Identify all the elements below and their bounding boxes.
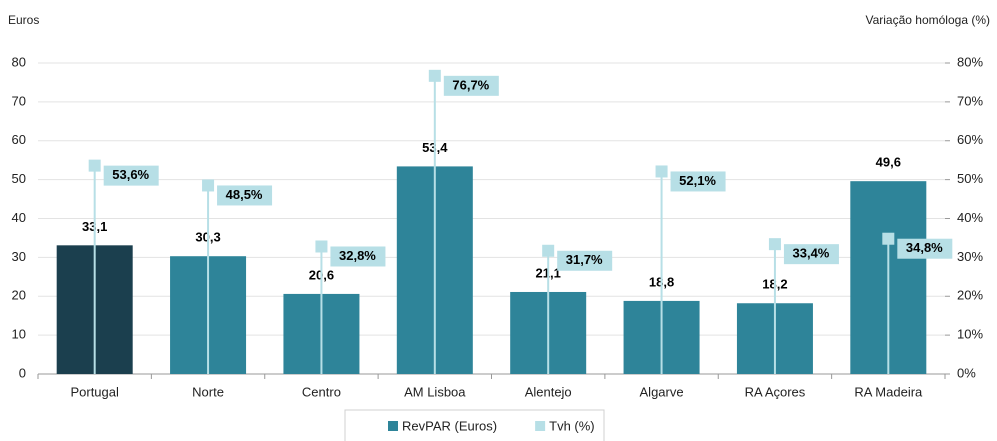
legend-swatch	[388, 421, 398, 431]
marker	[202, 179, 215, 192]
marker	[768, 238, 781, 251]
y-tick-label: 40	[12, 210, 26, 225]
y2-tick-label: 70%	[957, 93, 983, 108]
value-label-box	[897, 238, 953, 259]
value-label: 34,8%	[906, 240, 943, 255]
y2-tick-label: 50%	[957, 171, 983, 186]
y-tick-label: 60	[12, 132, 26, 147]
y2-tick-label: 0%	[957, 365, 976, 380]
y2-tick-label: 20%	[957, 288, 983, 303]
legend-swatch	[535, 421, 546, 431]
y2-axis-title: Variação homóloga (%)	[865, 13, 990, 27]
value-label: 48,5%	[226, 187, 263, 202]
value-label-box	[330, 246, 386, 267]
x-tick-label: RA Madeira	[854, 384, 923, 399]
value-label-box	[443, 75, 499, 96]
x-tick-label: Norte	[192, 384, 224, 399]
x-tick-label: Centro	[302, 384, 341, 399]
value-label: 52,1%	[679, 173, 716, 188]
marker	[88, 159, 101, 172]
y-axis-title: Euros	[8, 13, 39, 27]
value-label: 33,4%	[793, 246, 830, 261]
x-tick-label: AM Lisboa	[404, 384, 466, 399]
y2-tick-label: 60%	[957, 132, 983, 147]
marker	[542, 244, 555, 257]
marker	[315, 240, 328, 253]
value-label: 31,7%	[566, 252, 603, 267]
value-label: 53,6%	[112, 167, 149, 182]
value-label: 32,8%	[339, 248, 376, 263]
y-tick-label: 10	[12, 327, 26, 342]
x-tick-label: Algarve	[640, 384, 684, 399]
value-label-box	[670, 171, 726, 192]
y-tick-label: 50	[12, 171, 26, 186]
value-label: 76,7%	[452, 77, 489, 92]
y2-tick-label: 40%	[957, 210, 983, 225]
y-tick-label: 30	[12, 249, 26, 264]
value-label-box	[217, 185, 273, 206]
x-tick-label: Alentejo	[525, 384, 572, 399]
legend-label: RevPAR (Euros)	[402, 418, 497, 433]
value-label-box	[103, 165, 159, 186]
marker	[655, 165, 668, 178]
y-tick-label: 80	[12, 54, 26, 69]
marker	[428, 69, 441, 82]
value-label: 49,6	[876, 155, 901, 170]
y2-tick-label: 30%	[957, 249, 983, 264]
x-tick-label: RA Açores	[745, 384, 806, 399]
y2-tick-label: 80%	[957, 54, 983, 69]
y-tick-label: 70	[12, 93, 26, 108]
value-label-box	[557, 250, 613, 271]
value-label-box	[783, 244, 839, 265]
legend-label: Tvh (%)	[549, 418, 595, 433]
y-tick-label: 20	[12, 288, 26, 303]
y-tick-label: 0	[19, 365, 26, 380]
x-tick-label: Portugal	[70, 384, 119, 399]
marker	[882, 232, 895, 245]
y2-tick-label: 10%	[957, 327, 983, 342]
